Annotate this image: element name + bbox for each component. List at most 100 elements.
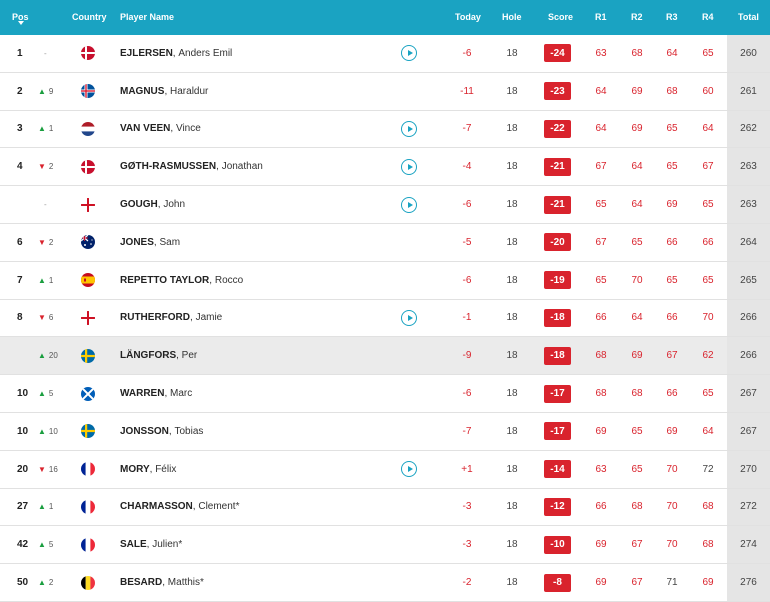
total-score: -24 <box>544 35 571 72</box>
header-country[interactable]: Country <box>72 12 107 22</box>
header-r2[interactable]: R2 <box>631 12 643 22</box>
header-player[interactable]: Player Name <box>120 12 175 22</box>
table-row[interactable]: 10 ▲ 5 WARREN, Marc -6 18 -17 68 68 66 65 267 <box>0 375 770 413</box>
header-score[interactable]: Score <box>548 12 574 22</box>
player-name[interactable]: LÄNGFORS, Per <box>120 337 197 374</box>
play-video[interactable] <box>401 35 417 72</box>
position-move: 2 <box>48 237 54 247</box>
table-row[interactable]: 3 ▲ 1 VAN VEEN, Vince -7 18 -22 64 69 65 64 262 <box>0 110 770 149</box>
player-last-name[interactable]: SALE <box>120 539 147 551</box>
player-name[interactable]: JONES, Sam <box>120 224 180 261</box>
player-name[interactable]: SALE, Julien* <box>120 526 182 563</box>
player-first-name[interactable]: Marc <box>170 388 193 400</box>
player-first-name[interactable]: Vince <box>175 123 201 135</box>
player-name[interactable]: EJLERSEN, Anders Emil <box>120 35 232 72</box>
header-r4[interactable]: R4 <box>702 12 714 22</box>
player-name[interactable]: WARREN, Marc <box>120 375 192 412</box>
play-icon[interactable] <box>401 196 417 213</box>
play-icon[interactable] <box>401 158 417 175</box>
hole: 18 <box>506 312 518 324</box>
table-row[interactable]: 42 ▲ 5 SALE, Julien* -3 18 -10 69 67 70 68 274 <box>0 526 770 565</box>
score-badge: -22 <box>544 119 571 138</box>
table-row[interactable]: 1 - EJLERSEN, Anders Emil -6 18 -24 63 68 64 65 26… <box>0 35 770 73</box>
table-row[interactable]: 4 ▼ 2 GØTH-RASMUSSEN, Jonathan -4 18 -21 67 64 65… <box>0 148 770 187</box>
round-4: 72 <box>702 463 714 475</box>
player-last-name[interactable]: VAN VEEN <box>120 123 171 135</box>
play-video[interactable] <box>401 111 417 148</box>
header-r1[interactable]: R1 <box>595 12 607 22</box>
player-name[interactable]: MORY, Félix <box>120 451 176 488</box>
table-row[interactable]: 27 ▲ 1 CHARMASSON, Clement* -3 18 -12 66 68 70 68 2… <box>0 488 770 527</box>
table-row[interactable]: 2 ▲ 9 MAGNUS, Haraldur -11 18 -23 64 69 68 60 261 <box>0 72 770 111</box>
header-pos[interactable]: Pos <box>12 12 29 22</box>
round-3: 70 <box>666 463 678 475</box>
player-name[interactable]: GOUGH, John <box>120 186 185 223</box>
player-first-name[interactable]: John <box>163 199 186 211</box>
player-last-name[interactable]: MORY <box>120 463 150 475</box>
today-score: -2 <box>462 577 472 589</box>
header-total[interactable]: Total <box>738 12 759 22</box>
table-row[interactable]: ▲ 20 LÄNGFORS, Per -9 18 -18 68 69 67 62 266 <box>0 337 770 376</box>
player-last-name[interactable]: LÄNGFORS <box>120 350 177 362</box>
player-last-name[interactable]: RUTHERFORD <box>120 312 190 324</box>
player-first-name[interactable]: Clement* <box>198 501 240 513</box>
play-video[interactable] <box>401 186 417 223</box>
player-last-name[interactable]: EJLERSEN <box>120 47 173 59</box>
play-video[interactable] <box>401 148 417 185</box>
player-name[interactable]: REPETTO TAYLOR, Rocco <box>120 262 243 299</box>
table-row[interactable]: - GOUGH, John -6 18 -21 65 64 69 65 263 <box>0 186 770 224</box>
player-last-name[interactable]: GOUGH <box>120 199 158 211</box>
sort-down-icon[interactable] <box>18 21 24 25</box>
player-last-name[interactable]: JONES <box>120 236 154 248</box>
round-4: 65 <box>702 199 714 211</box>
player-name[interactable]: MAGNUS, Haraldur <box>120 73 208 110</box>
table-row[interactable]: 20 ▼ 16 MORY, Félix +1 18 -14 63 65 70 72 270 <box>0 450 770 489</box>
player-last-name[interactable]: MAGNUS <box>120 85 165 97</box>
player-first-name[interactable]: Rocco <box>214 274 244 286</box>
player-last-name[interactable]: REPETTO TAYLOR <box>120 274 210 286</box>
total-strokes: 260 <box>727 35 770 72</box>
play-video[interactable] <box>401 300 417 337</box>
play-icon[interactable] <box>401 309 417 326</box>
player-last-name[interactable]: BESARD <box>120 577 163 589</box>
table-row[interactable]: 50 ▲ 2 BESARD, Matthis* -2 18 -8 69 67 71 69 276 <box>0 564 770 602</box>
player-name[interactable]: RUTHERFORD, Jamie <box>120 300 222 337</box>
round-3: 70 <box>666 539 678 551</box>
player-first-name[interactable]: Jonathan <box>221 161 263 173</box>
position-move: 1 <box>48 124 54 134</box>
round-3: 66 <box>666 312 678 324</box>
score-badge: -14 <box>544 460 571 479</box>
player-name[interactable]: BESARD, Matthis* <box>120 564 204 601</box>
play-icon[interactable] <box>401 461 417 478</box>
player-first-name[interactable]: Sam <box>159 236 181 248</box>
table-row[interactable]: 6 ▼ 2 JONES, Sam -5 18 -20 67 65 66 66 264 <box>0 223 770 262</box>
header-r3[interactable]: R3 <box>666 12 678 22</box>
player-name[interactable]: JONSSON, Tobias <box>120 413 203 450</box>
table-row[interactable]: 10 ▲ 10 JONSSON, Tobias -7 18 -17 69 65 69 64 267 <box>0 412 770 451</box>
player-first-name[interactable]: Haraldur <box>170 85 209 97</box>
player-last-name[interactable]: JONSSON <box>120 425 169 437</box>
player-first-name[interactable]: Jamie <box>195 312 223 324</box>
play-icon[interactable] <box>401 120 417 137</box>
header-hole[interactable]: Hole <box>502 12 522 22</box>
play-video[interactable] <box>401 451 417 488</box>
player-last-name[interactable]: WARREN <box>120 388 165 400</box>
player-first-name[interactable]: Julien* <box>152 539 183 551</box>
round-4: 64 <box>702 123 714 135</box>
play-icon[interactable] <box>401 45 417 62</box>
hole: 18 <box>506 463 518 475</box>
player-name[interactable]: VAN VEEN, Vince <box>120 111 201 148</box>
table-row[interactable]: 8 ▼ 6 RUTHERFORD, Jamie -1 18 -18 66 64 66 70 266 <box>0 299 770 338</box>
player-name[interactable]: CHARMASSON, Clement* <box>120 489 239 526</box>
table-row[interactable]: 7 ▲ 1 REPETTO TAYLOR, Rocco -6 18 -19 65 70 65 65 2… <box>0 261 770 300</box>
player-first-name[interactable]: Per <box>181 350 198 362</box>
player-last-name[interactable]: GØTH-RASMUSSEN <box>120 161 217 173</box>
player-first-name[interactable]: Anders Emil <box>178 47 233 59</box>
score-badge: -23 <box>544 82 571 101</box>
player-last-name[interactable]: CHARMASSON <box>120 501 193 513</box>
player-name[interactable]: GØTH-RASMUSSEN, Jonathan <box>120 148 263 185</box>
player-first-name[interactable]: Félix <box>155 463 177 475</box>
player-first-name[interactable]: Matthis* <box>167 577 204 589</box>
player-first-name[interactable]: Tobias <box>174 425 204 437</box>
header-today[interactable]: Today <box>455 12 481 22</box>
